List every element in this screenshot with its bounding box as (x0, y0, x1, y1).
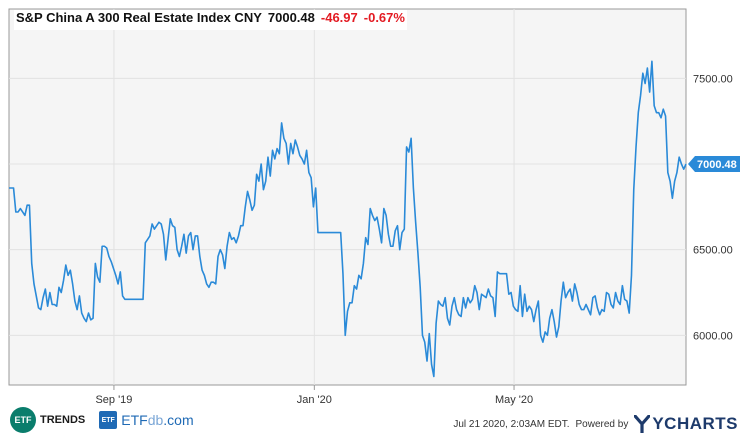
ycharts-y-icon (634, 415, 651, 433)
last-value-flag (688, 155, 740, 172)
index-name: S&P China A 300 Real Estate Index CNY (16, 10, 262, 25)
y-tick-label: 6500.00 (693, 245, 733, 257)
last-value-marker: 7000.48 (688, 155, 740, 172)
partner-logos: ETF TRENDS ETF ETFdb.com (10, 405, 194, 435)
etfdb-label-b: db (147, 412, 164, 428)
series-line (9, 60, 687, 378)
x-tick-label: May '20 (495, 394, 533, 406)
ycharts-logo[interactable]: YCHARTS (634, 414, 738, 434)
change-percent: -0.67% (363, 10, 405, 25)
attribution: Jul 21 2020, 2:03AM EDT. Powered by YCHA… (453, 412, 738, 436)
ycharts-label: YCHARTS (652, 414, 738, 433)
etfdb-logo[interactable]: ETF ETFdb.com (99, 411, 194, 429)
etftrends-logo[interactable]: ETF TRENDS (10, 407, 85, 433)
etfdb-label-a: ETF (121, 412, 148, 428)
x-tick-label: Jan '20 (297, 394, 332, 406)
etftrends-label: TRENDS (40, 414, 86, 426)
last-value-label: 7000.48 (697, 159, 737, 171)
last-value: 7000.48 (267, 10, 315, 25)
x-tick-label: Sep '19 (95, 394, 132, 406)
change-value: -46.97 (320, 10, 358, 25)
chart-title: S&P China A 300 Real Estate Index CNY 70… (14, 10, 407, 30)
etfdb-label-c: .com (163, 412, 194, 428)
y-tick-label: 6000.00 (693, 330, 733, 342)
powered-by: Powered by (575, 418, 629, 430)
timestamp: Jul 21 2020, 2:03AM EDT. (453, 418, 570, 430)
y-tick-label: 7500.00 (693, 73, 733, 85)
etfdb-badge-icon: ETF (99, 411, 118, 429)
etftrends-badge-icon: ETF (10, 407, 36, 433)
plot-area (8, 8, 687, 386)
etfdb-label: ETFdb.com (121, 412, 193, 428)
